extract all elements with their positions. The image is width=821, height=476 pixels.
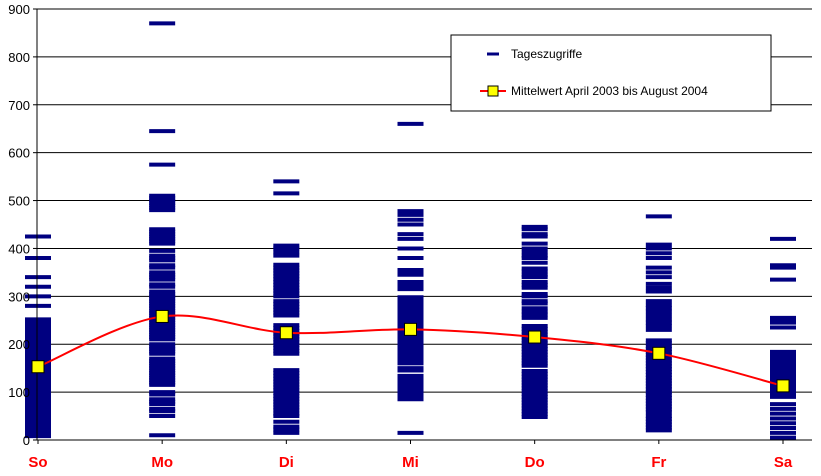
mittelwert-marker-do [528, 330, 542, 344]
legend-square-icon [487, 85, 499, 97]
y-tick-label: 800 [8, 50, 30, 65]
y-tick-label: 600 [8, 146, 30, 161]
mittelwert-marker-mi [404, 322, 417, 336]
x-tick-label-sa: Sa [774, 454, 793, 471]
mittelwert-markers [31, 309, 790, 393]
mittelwert-marker-fr [652, 346, 666, 360]
mittelwert-marker-sa [776, 379, 790, 393]
tageszugriffe-series [25, 21, 796, 440]
mittelwert-marker-di [279, 326, 293, 340]
x-tick-label-mi: Mi [402, 454, 419, 471]
x-tick-label-do: Do [525, 454, 545, 471]
legend-label-tageszugriffe: Tageszugriffe [511, 47, 582, 61]
y-tick-label: 400 [8, 241, 30, 256]
y-tick-label: 900 [8, 2, 30, 17]
y-tick-label: 100 [8, 385, 30, 400]
x-tick-label-fr: Fr [651, 454, 666, 471]
y-tick-label: 300 [8, 289, 30, 304]
x-tick-labels: So Mo Di Mi Do Fr Sa [28, 454, 792, 471]
legend: Tageszugriffe Mittelwert April 2003 bis … [450, 34, 772, 112]
y-tick-label: 0 [23, 433, 30, 448]
mittelwert-marker-so [31, 360, 45, 374]
y-tick-label: 200 [8, 337, 30, 352]
legend-box [450, 34, 772, 112]
y-tick-label: 500 [8, 194, 30, 209]
y-tick-label: 700 [8, 98, 30, 113]
mittelwert-marker-mo [155, 309, 169, 323]
x-tick-label-mo: Mo [151, 454, 173, 471]
legend-label-mittelwert: Mittelwert April 2003 bis August 2004 [511, 84, 708, 98]
y-tick-labels: 0 100 200 300 400 500 600 700 800 900 [8, 2, 30, 448]
x-tick-label-so: So [28, 454, 47, 471]
x-tick-label-di: Di [279, 454, 294, 471]
